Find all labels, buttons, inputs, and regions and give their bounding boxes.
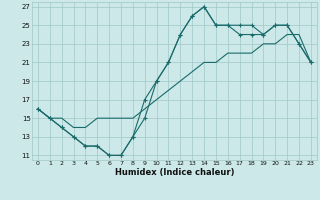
X-axis label: Humidex (Indice chaleur): Humidex (Indice chaleur) [115, 168, 234, 177]
